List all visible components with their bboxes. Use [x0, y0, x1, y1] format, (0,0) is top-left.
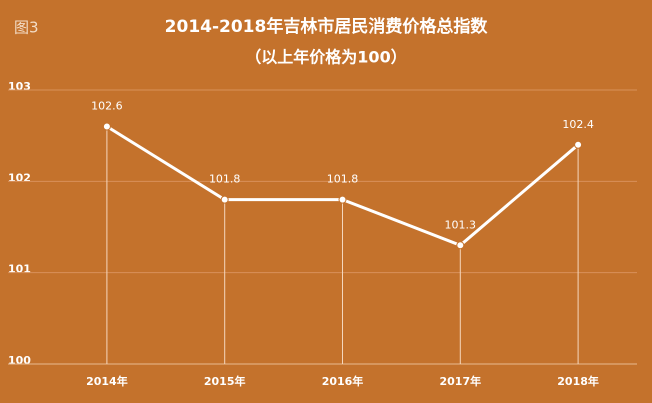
- x-tick-label: 2014年: [86, 374, 128, 388]
- chart-title: 2014-2018年吉林市居民消费价格总指数: [165, 16, 489, 37]
- value-label: 102.6: [91, 100, 123, 113]
- point: [220, 195, 229, 204]
- x-tick-label: 2017年: [439, 374, 481, 388]
- figure-label: 图3: [14, 19, 39, 37]
- point: [456, 241, 465, 250]
- y-tick-label: 103: [8, 80, 31, 93]
- value-label: 101.3: [445, 218, 477, 231]
- point: [574, 140, 583, 149]
- value-label: 101.8: [209, 173, 241, 186]
- y-tick-label: 102: [8, 171, 31, 184]
- x-tick-label: 2015年: [204, 374, 246, 388]
- x-tick-label: 2018年: [557, 374, 599, 388]
- chart-subtitle: （以上年价格为100）: [245, 48, 406, 67]
- point: [102, 122, 111, 131]
- y-tick-label: 100: [8, 354, 31, 367]
- x-tick-label: 2016年: [322, 374, 364, 388]
- y-tick-label: 101: [8, 263, 31, 276]
- value-label: 102.4: [562, 118, 594, 131]
- value-label: 101.8: [327, 173, 359, 186]
- point: [338, 195, 347, 204]
